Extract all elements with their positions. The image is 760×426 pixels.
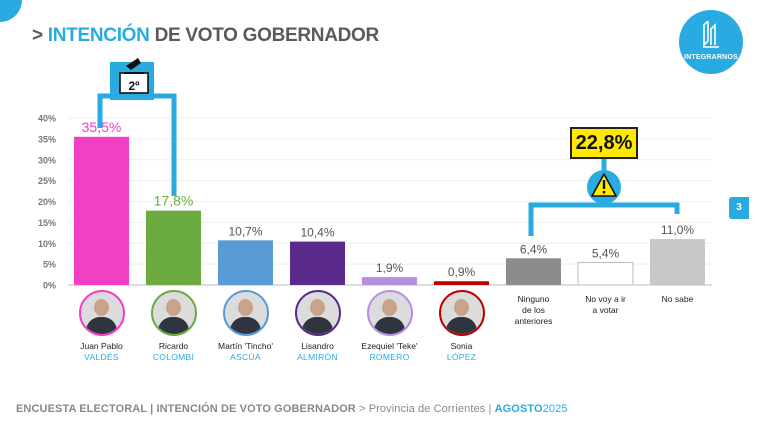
- bar-value-label: 0,9%: [448, 265, 476, 279]
- bar-value-label: 6,4%: [520, 242, 548, 256]
- candidate-card: Ezequiel 'Teke' ROMERO: [350, 290, 430, 363]
- bar: [577, 261, 634, 286]
- title-rest: DE VOTO GOBERNADOR: [149, 25, 380, 46]
- avatar: [294, 290, 341, 336]
- logo-mark-icon: [703, 21, 719, 48]
- candidate-last-name: VALDÉS: [84, 352, 119, 362]
- footer-year: 2025: [542, 403, 568, 415]
- bar: [506, 258, 561, 285]
- footer-separator: >: [355, 403, 369, 415]
- avatar-body: [157, 317, 189, 334]
- candidate-last-name: ASCÚA: [230, 352, 261, 362]
- avatar-body: [301, 317, 333, 334]
- avatar-body: [373, 317, 405, 334]
- candidate-last-name: ALMIRÓN: [297, 352, 338, 362]
- y-tick-label: 15%: [38, 218, 56, 228]
- bar: [434, 281, 489, 285]
- avatar: [222, 290, 269, 336]
- bar: [146, 210, 201, 285]
- bar-value-label: 5,4%: [592, 246, 620, 260]
- footer-month: AGOSTO: [494, 403, 543, 415]
- option-label-line: No voy a ir: [585, 294, 626, 304]
- option-label-line: Ninguno: [517, 294, 550, 304]
- candidate-card: Ricardo COLOMBI: [134, 290, 214, 363]
- bar: [218, 240, 273, 285]
- candidate-first-name: Sonia: [450, 341, 473, 351]
- avatar: [150, 290, 197, 336]
- candidate-first-name: Ricardo: [158, 341, 189, 351]
- bar-value-label: 17,8%: [154, 193, 194, 209]
- avatar-head: [309, 299, 325, 316]
- candidate-card: Sonia LÓPEZ: [422, 290, 502, 363]
- avatar-head: [237, 299, 253, 316]
- footer-region: Provincia de Corrientes: [368, 403, 486, 415]
- logo-name: INTEGRARNOS: [684, 54, 738, 61]
- footer: ENCUESTA ELECTORAL | INTENCIÓN DE VOTO G…: [16, 403, 568, 415]
- not-voting-bracket: [528, 158, 680, 236]
- avatar-body: [229, 317, 261, 334]
- option-label-line: de los: [522, 305, 545, 315]
- avatar-head: [381, 299, 397, 316]
- option-label: No voy a ir a votar: [571, 294, 641, 316]
- avatar: [438, 290, 485, 336]
- footer-pipe: |: [485, 403, 495, 415]
- candidate-first-name: Lisandro: [301, 341, 334, 351]
- option-label-line: No sabe: [661, 294, 694, 304]
- avatar-body: [445, 317, 477, 334]
- not-voting-total: 22,8%: [570, 127, 638, 159]
- candidate-first-name: Juan Pablo: [80, 341, 123, 351]
- option-label: Ninguno de los anteriores: [499, 294, 569, 327]
- title-prefix: >: [32, 25, 48, 46]
- bar: [362, 277, 417, 285]
- warning-icon: [591, 173, 617, 197]
- title-highlight: INTENCIÓN: [47, 25, 150, 46]
- bar-value-label: 11,0%: [661, 223, 694, 237]
- candidate-last-name: LÓPEZ: [446, 352, 477, 362]
- option-label-line: anteriores: [514, 316, 553, 326]
- y-tick-label: 35%: [38, 134, 56, 144]
- y-tick-label: 10%: [38, 239, 56, 249]
- bar: [74, 136, 129, 285]
- candidate-first-name: Martín 'Tincho': [218, 341, 273, 351]
- page-number: 3: [729, 197, 749, 219]
- y-tick-label: 25%: [38, 176, 56, 186]
- option-label-line: a votar: [592, 305, 619, 315]
- y-tick-label: 30%: [38, 155, 56, 165]
- footer-main: ENCUESTA ELECTORAL | INTENCIÓN DE VOTO G…: [16, 403, 356, 415]
- candidate-card: Juan Pablo VALDÉS: [62, 290, 142, 363]
- candidate-card: Lisandro ALMIRÓN: [278, 290, 358, 363]
- y-tick-label: 0%: [43, 281, 56, 291]
- y-tick-label: 20%: [38, 197, 56, 207]
- ballot-badge-label: 2º: [128, 79, 140, 93]
- bar: [650, 239, 705, 285]
- avatar-body: [85, 317, 117, 334]
- page-title: > INTENCIÓN DE VOTO GOBERNADOR: [32, 25, 379, 47]
- candidate-last-name: COLOMBI: [152, 352, 195, 362]
- avatar-head: [453, 299, 469, 316]
- bar-value-label: 10,4%: [300, 226, 334, 240]
- bar: [290, 241, 345, 285]
- avatar-head: [93, 299, 109, 316]
- brand-logo: INTEGRARNOS: [679, 10, 743, 74]
- candidate-first-name: Ezequiel 'Teke': [361, 341, 418, 351]
- avatar: [366, 290, 413, 336]
- ballot-box-icon: [119, 58, 149, 94]
- candidate-card: Martín 'Tincho' ASCÚA: [206, 290, 286, 363]
- bar-value-label: 10,7%: [228, 224, 262, 238]
- avatar: [78, 290, 125, 336]
- candidate-last-name: ROMERO: [369, 352, 410, 362]
- option-label: No sabe: [643, 294, 713, 305]
- avatar-head: [165, 299, 181, 316]
- y-tick-label: 40%: [38, 114, 56, 124]
- y-tick-label: 5%: [43, 260, 56, 270]
- bar-value-label: 1,9%: [376, 261, 404, 275]
